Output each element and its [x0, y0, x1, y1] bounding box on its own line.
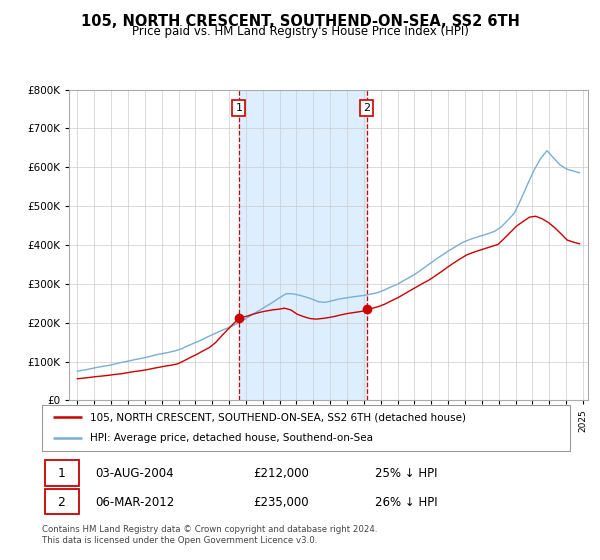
Text: £235,000: £235,000: [253, 496, 309, 509]
Text: 26% ↓ HPI: 26% ↓ HPI: [374, 496, 437, 509]
Text: 1: 1: [58, 467, 65, 480]
Text: Contains HM Land Registry data © Crown copyright and database right 2024.
This d: Contains HM Land Registry data © Crown c…: [42, 525, 377, 545]
Text: 06-MAR-2012: 06-MAR-2012: [95, 496, 174, 509]
Bar: [239, 90, 367, 400]
Text: Price paid vs. HM Land Registry's House Price Index (HPI): Price paid vs. HM Land Registry's House …: [131, 25, 469, 38]
Text: 2: 2: [58, 496, 65, 509]
Text: 105, NORTH CRESCENT, SOUTHEND-ON-SEA, SS2 6TH (detached house): 105, NORTH CRESCENT, SOUTHEND-ON-SEA, SS…: [89, 412, 466, 422]
Text: 105, NORTH CRESCENT, SOUTHEND-ON-SEA, SS2 6TH: 105, NORTH CRESCENT, SOUTHEND-ON-SEA, SS…: [80, 14, 520, 29]
Text: £212,000: £212,000: [253, 467, 309, 480]
Text: 25% ↓ HPI: 25% ↓ HPI: [374, 467, 437, 480]
Text: 03-AUG-2004: 03-AUG-2004: [95, 467, 173, 480]
Text: HPI: Average price, detached house, Southend-on-Sea: HPI: Average price, detached house, Sout…: [89, 433, 373, 443]
Text: 2: 2: [363, 103, 370, 113]
Bar: [44, 460, 79, 486]
Bar: [44, 489, 79, 515]
Text: 1: 1: [235, 103, 242, 113]
